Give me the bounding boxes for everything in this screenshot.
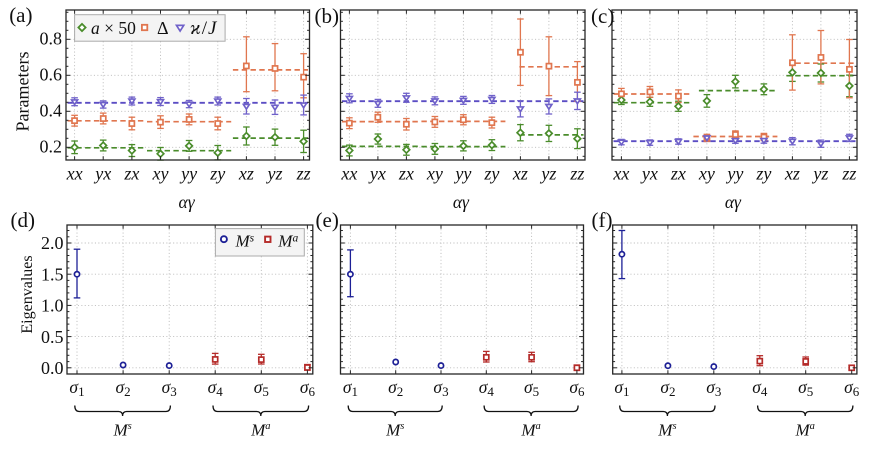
svg-text:σ5: σ5	[254, 377, 269, 399]
svg-text:σ6: σ6	[300, 377, 316, 399]
svg-text:zy: zy	[755, 164, 771, 184]
svg-text:Ma: Ma	[520, 421, 540, 440]
svg-text:yx: yx	[93, 164, 111, 184]
svg-text:Ma: Ma	[794, 421, 814, 440]
svg-text:yx: yx	[368, 164, 386, 184]
svg-text:Ms: Ms	[657, 421, 676, 440]
svg-text:σ5: σ5	[524, 377, 539, 399]
svg-text:zz: zz	[296, 164, 311, 184]
svg-text:yz: yz	[811, 164, 828, 184]
svg-text:1.5: 1.5	[41, 264, 64, 284]
svg-text:2.0: 2.0	[41, 233, 64, 253]
svg-text:αγ: αγ	[725, 192, 742, 212]
svg-text:Eigenvalues: Eigenvalues	[19, 255, 36, 333]
svg-text:σ4: σ4	[752, 377, 768, 399]
svg-text:σ2: σ2	[388, 377, 403, 399]
svg-text:σ4: σ4	[208, 377, 224, 399]
svg-text:xy: xy	[152, 164, 169, 184]
svg-text:zz: zz	[569, 164, 584, 184]
svg-text:zy: zy	[209, 164, 225, 184]
svg-text:σ3: σ3	[162, 377, 177, 399]
svg-text:(c): (c)	[591, 4, 614, 28]
svg-text:zx: zx	[670, 164, 686, 184]
svg-text:xx: xx	[340, 164, 357, 184]
svg-text:0.8: 0.8	[40, 29, 63, 49]
svg-text:ϰ/J: ϰ/J	[190, 18, 218, 39]
svg-text:xz: xz	[238, 164, 254, 184]
svg-text:σ2: σ2	[660, 377, 675, 399]
svg-text:xy: xy	[426, 164, 443, 184]
svg-text:yy: yy	[179, 164, 197, 184]
svg-text:xz: xz	[512, 164, 528, 184]
svg-text:xx: xx	[66, 164, 83, 184]
svg-text:(a): (a)	[9, 3, 32, 27]
svg-text:(e): (e)	[316, 208, 339, 232]
svg-text:σ3: σ3	[433, 377, 448, 399]
svg-text:a × 50: a × 50	[91, 18, 136, 38]
svg-text:yx: yx	[640, 164, 658, 184]
svg-text:xz: xz	[784, 164, 800, 184]
svg-text:(d): (d)	[11, 208, 36, 232]
svg-text:σ2: σ2	[116, 377, 131, 399]
svg-text:yy: yy	[453, 164, 471, 184]
svg-text:1.0: 1.0	[41, 296, 64, 316]
svg-text:σ6: σ6	[569, 377, 585, 399]
svg-text:yy: yy	[725, 164, 743, 184]
svg-text:0.2: 0.2	[40, 137, 63, 157]
svg-text:σ6: σ6	[844, 377, 860, 399]
svg-text:zx: zx	[398, 164, 414, 184]
svg-text:0.6: 0.6	[40, 65, 63, 85]
svg-text:αγ: αγ	[179, 192, 196, 212]
svg-text:zy: zy	[483, 164, 499, 184]
svg-text:σ1: σ1	[614, 377, 629, 399]
svg-text:σ4: σ4	[479, 377, 495, 399]
svg-text:(b): (b)	[315, 4, 340, 28]
svg-text:Ms: Ms	[235, 232, 255, 251]
svg-text:0.5: 0.5	[41, 327, 64, 347]
svg-text:αγ: αγ	[453, 192, 470, 212]
svg-text:xx: xx	[612, 164, 629, 184]
svg-text:σ1: σ1	[69, 377, 84, 399]
svg-text:σ5: σ5	[798, 377, 813, 399]
svg-text:Parameters: Parameters	[12, 52, 32, 132]
svg-text:zz: zz	[841, 164, 856, 184]
svg-text:Ms: Ms	[112, 421, 131, 440]
svg-text:0.4: 0.4	[40, 101, 63, 121]
svg-text:Ms: Ms	[385, 421, 404, 440]
svg-text:σ3: σ3	[706, 377, 721, 399]
svg-text:σ1: σ1	[343, 377, 358, 399]
svg-text:xy: xy	[698, 164, 715, 184]
svg-text:Ma: Ma	[250, 421, 270, 440]
svg-text:Δ: Δ	[157, 18, 169, 38]
svg-text:yz: yz	[266, 164, 283, 184]
svg-text:(f): (f)	[592, 208, 613, 232]
svg-text:yz: yz	[539, 164, 556, 184]
svg-text:0.0: 0.0	[41, 358, 64, 378]
svg-text:zx: zx	[123, 164, 139, 184]
